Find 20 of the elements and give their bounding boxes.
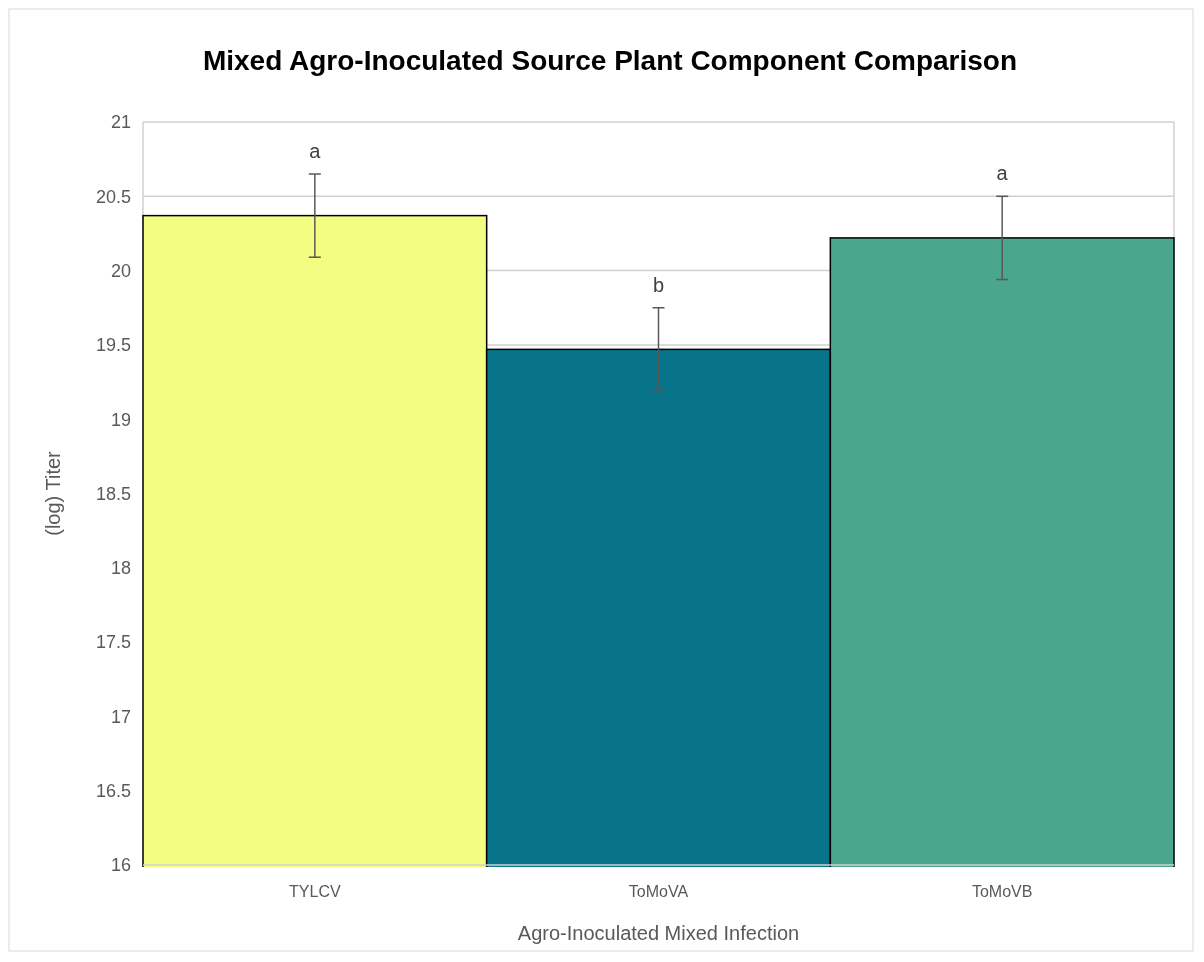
y-tick-label: 19.5	[95, 335, 131, 356]
y-axis-title: (log) Titer	[42, 450, 64, 536]
y-tick-label: 17	[110, 706, 131, 727]
x-tick-label: ToMoVA	[628, 883, 689, 900]
y-tick-label: 19	[110, 409, 131, 430]
y-tick-label: 17.5	[95, 632, 131, 653]
x-axis-title: Agro-Inoculated Mixed Infection	[517, 922, 800, 944]
y-tick-label: 20.5	[95, 186, 131, 207]
annotation: b	[652, 273, 665, 296]
y-tick-label: 18	[110, 558, 131, 579]
y-tick-label: 18.5	[95, 483, 131, 504]
x-tick-label: ToMoVB	[971, 883, 1033, 900]
y-tick-label: 16.5	[95, 781, 131, 801]
y-tick-label: 16	[110, 855, 131, 876]
chart-title: Mixed Agro-Inoculated Source Plant Component Comparison	[202, 45, 1018, 76]
annotation: a	[996, 162, 1009, 185]
y-tick-label: 21	[110, 112, 131, 133]
annotation: a	[309, 140, 322, 163]
y-tick-label: 20	[110, 260, 131, 281]
x-tick-label: TYLCV	[289, 883, 341, 900]
